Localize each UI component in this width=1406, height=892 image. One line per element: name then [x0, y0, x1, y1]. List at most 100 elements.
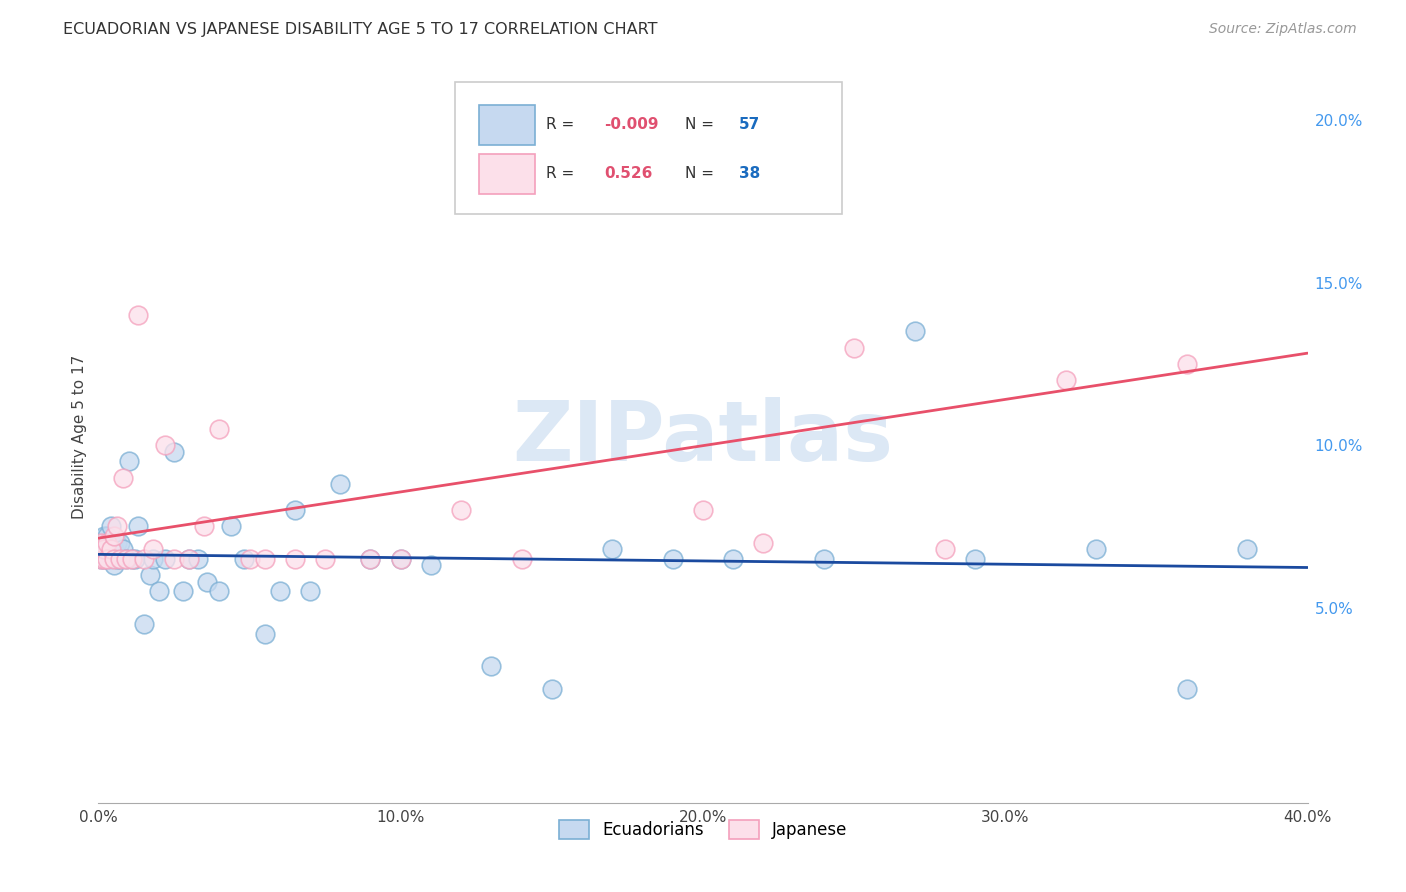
- Point: [103, 542, 125, 557]
- Point: [195, 574, 218, 589]
- Point: [314, 552, 336, 566]
- Point: [93, 552, 115, 566]
- Point: [142, 552, 165, 566]
- Point: [118, 454, 141, 468]
- Point: [965, 552, 987, 566]
- Text: 57: 57: [740, 117, 761, 132]
- Point: [108, 552, 131, 566]
- Point: [1175, 681, 1198, 696]
- Point: [142, 542, 165, 557]
- Text: N =: N =: [685, 117, 718, 132]
- Point: [187, 552, 209, 566]
- Point: [124, 552, 146, 566]
- Point: [139, 568, 162, 582]
- FancyBboxPatch shape: [479, 105, 534, 145]
- Point: [193, 519, 215, 533]
- Point: [111, 471, 134, 485]
- Point: [96, 529, 118, 543]
- Text: ZIPatlas: ZIPatlas: [513, 397, 893, 477]
- Point: [114, 552, 136, 566]
- Point: [1085, 542, 1108, 557]
- Point: [692, 503, 714, 517]
- Point: [179, 552, 201, 566]
- Point: [253, 552, 276, 566]
- Point: [269, 584, 291, 599]
- Point: [100, 519, 122, 533]
- Point: [96, 552, 118, 566]
- Point: [253, 626, 276, 640]
- Point: [420, 558, 443, 573]
- Text: 0.526: 0.526: [603, 167, 652, 181]
- Text: Source: ZipAtlas.com: Source: ZipAtlas.com: [1209, 22, 1357, 37]
- Point: [105, 535, 128, 549]
- Point: [93, 542, 115, 557]
- Point: [100, 542, 122, 557]
- FancyBboxPatch shape: [479, 154, 534, 194]
- Point: [481, 659, 503, 673]
- Point: [121, 552, 143, 566]
- Point: [752, 535, 775, 549]
- Point: [232, 552, 254, 566]
- Point: [284, 503, 307, 517]
- Point: [127, 519, 149, 533]
- Point: [1054, 373, 1077, 387]
- Point: [813, 552, 835, 566]
- Point: [103, 558, 125, 573]
- Point: [239, 552, 262, 566]
- Text: R =: R =: [546, 117, 579, 132]
- Text: -0.009: -0.009: [603, 117, 658, 132]
- Point: [93, 552, 115, 566]
- Point: [904, 325, 927, 339]
- Point: [616, 194, 638, 209]
- Point: [163, 444, 186, 458]
- Point: [360, 552, 382, 566]
- Point: [90, 535, 112, 549]
- Point: [450, 503, 472, 517]
- Point: [389, 552, 412, 566]
- Point: [723, 552, 745, 566]
- Point: [93, 542, 115, 557]
- Text: ECUADORIAN VS JAPANESE DISABILITY AGE 5 TO 17 CORRELATION CHART: ECUADORIAN VS JAPANESE DISABILITY AGE 5 …: [63, 22, 658, 37]
- Legend: Ecuadorians, Japanese: Ecuadorians, Japanese: [553, 814, 853, 846]
- Point: [100, 535, 122, 549]
- Point: [100, 552, 122, 566]
- Point: [132, 552, 155, 566]
- Point: [221, 519, 243, 533]
- Text: N =: N =: [685, 167, 718, 181]
- Point: [90, 542, 112, 557]
- Point: [96, 542, 118, 557]
- Point: [329, 477, 352, 491]
- Point: [90, 535, 112, 549]
- Point: [90, 552, 112, 566]
- Point: [153, 552, 176, 566]
- Point: [360, 552, 382, 566]
- FancyBboxPatch shape: [456, 82, 842, 214]
- Point: [103, 552, 125, 566]
- Point: [90, 552, 112, 566]
- Y-axis label: Disability Age 5 to 17: Disability Age 5 to 17: [72, 355, 87, 519]
- Point: [208, 422, 231, 436]
- Point: [93, 529, 115, 543]
- Point: [132, 617, 155, 632]
- Point: [105, 519, 128, 533]
- Point: [1236, 542, 1258, 557]
- Point: [111, 542, 134, 557]
- Point: [510, 552, 533, 566]
- Point: [108, 535, 131, 549]
- Point: [96, 552, 118, 566]
- Point: [208, 584, 231, 599]
- Point: [163, 552, 186, 566]
- Point: [299, 584, 322, 599]
- Point: [121, 552, 143, 566]
- Point: [114, 552, 136, 566]
- Point: [153, 438, 176, 452]
- Point: [127, 308, 149, 322]
- Point: [934, 542, 956, 557]
- Point: [284, 552, 307, 566]
- Point: [844, 341, 866, 355]
- Point: [105, 552, 128, 566]
- Point: [172, 584, 194, 599]
- Point: [96, 535, 118, 549]
- Point: [148, 584, 170, 599]
- Text: 38: 38: [740, 167, 761, 181]
